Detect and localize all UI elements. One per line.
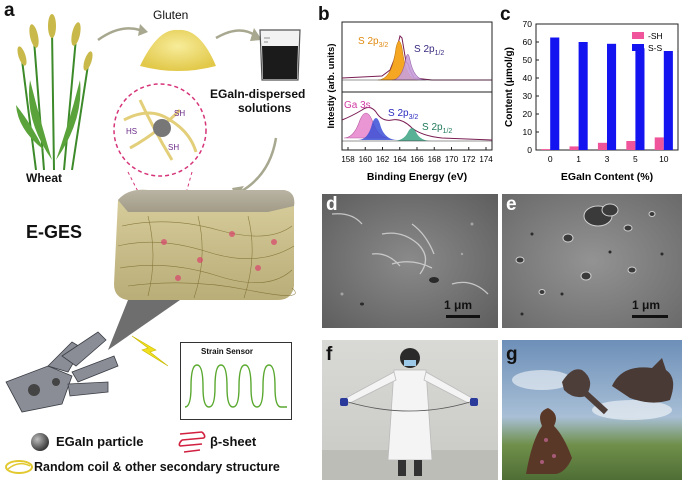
bar-sh	[569, 146, 579, 150]
legend-particle: EGaIn particle	[56, 434, 144, 449]
panel-letter-c: c	[500, 4, 511, 25]
bar-ytick-label: 60	[523, 37, 533, 47]
sem-texture-e	[502, 194, 682, 328]
inset-label-sh-2: SH	[168, 143, 179, 152]
scale-bar-d	[446, 315, 480, 318]
bar-ss	[663, 51, 673, 150]
xps-xlabel: Binding Energy (eV)	[367, 171, 467, 183]
bar-ytick-label: 10	[523, 127, 533, 137]
random-coil-icon	[5, 460, 33, 474]
top-s2p12-label: S 2p1/2	[414, 44, 444, 57]
legend-swatch	[632, 32, 644, 39]
bar-xlabel: EGaIn Content (%)	[561, 171, 653, 183]
sem-texture-d	[322, 194, 498, 328]
bottom-s2p12-label: S 2p1/2	[422, 122, 452, 135]
xps-xtick-label: 172	[462, 155, 476, 164]
scale-bar-e	[632, 315, 668, 318]
bar-ss	[607, 43, 617, 150]
bar-ss	[550, 37, 560, 150]
xps-xtick-label: 168	[428, 155, 442, 164]
inset-label-hs: HS	[126, 127, 137, 136]
molecular-inset: HS SH SH	[113, 83, 207, 177]
bar-ytick-label: 0	[527, 145, 532, 155]
legend-label: -SH	[648, 31, 663, 41]
bar-sh	[597, 142, 607, 150]
legend-coil: Random coil & other secondary structure	[34, 460, 280, 474]
xps-xtick-label: 164	[393, 155, 407, 164]
strain-sensor-box: Strain Sensor	[180, 342, 292, 420]
lightning-icon	[131, 335, 169, 367]
photo-g: g	[502, 340, 682, 480]
bar-xtick-label: 5	[633, 154, 638, 164]
bottom-s2p32-label: S 2p3/2	[388, 108, 418, 121]
sem-image-d: d 1 μm	[322, 194, 498, 328]
wheat-illustration	[16, 14, 93, 170]
solution-label-line2: solutions	[238, 101, 292, 115]
solution-label-line1: EGaIn-dispersed	[210, 87, 306, 101]
bar-ytick-label: 30	[523, 91, 533, 101]
xps-xtick-label: 158	[341, 155, 355, 164]
scale-label-e: 1 μm	[632, 298, 661, 312]
top-s2p32-label: S 2p3/2	[358, 36, 388, 49]
bar-sh	[541, 149, 551, 150]
bar-ytick-label: 70	[523, 20, 533, 29]
bar-xtick-label: 10	[659, 154, 669, 164]
legend-sheet: β-sheet	[210, 434, 257, 449]
strain-sensor-title: Strain Sensor	[201, 347, 254, 356]
beaker-icon	[259, 29, 301, 81]
gluten-shapes-illustration	[512, 358, 674, 474]
sem-image-e: e 1 μm	[502, 194, 682, 328]
bar-ytick-label: 50	[523, 55, 533, 65]
gluten-pile	[140, 29, 216, 71]
legend-label: S-S	[648, 43, 663, 53]
panel-letter-a: a	[4, 0, 15, 21]
bar-sh	[626, 141, 636, 150]
panel-a: a Wheat Gluten	[0, 0, 320, 483]
beta-sheet-icon	[178, 431, 206, 453]
bar-ytick-label: 20	[523, 109, 533, 119]
xps-xtick-label: 162	[376, 155, 390, 164]
xps-xtick-label: 170	[445, 155, 459, 164]
bar-xtick-label: 3	[605, 154, 610, 164]
panel-letter-e: e	[506, 194, 517, 215]
bar-xtick-label: 0	[548, 154, 553, 164]
inset-label-sh-1: SH	[174, 109, 185, 118]
projection-cone	[108, 300, 180, 350]
xps-xtick-label: 174	[479, 155, 493, 164]
panel-letter-b: b	[318, 4, 330, 25]
particle-legend-icon	[31, 433, 49, 451]
panel-letter-g: g	[506, 344, 518, 365]
ga3s-label: Ga 3s	[344, 100, 371, 111]
wheat-label: Wheat	[26, 171, 62, 185]
robot-hand	[5, 331, 119, 413]
xps-xtick-label: 160	[359, 155, 373, 164]
scale-label-d: 1 μm	[444, 298, 473, 312]
bar-ss	[578, 42, 588, 150]
gluten-label: Gluten	[153, 8, 189, 22]
bar-xtick-label: 1	[576, 154, 581, 164]
xps-xticks: 158 160 162 164 166 168 170 172 174	[341, 147, 493, 164]
xps-ylabel: Intestiy (arb. units)	[326, 44, 337, 129]
photo-f: f	[322, 340, 498, 480]
legend-swatch	[632, 44, 644, 51]
panel-letter-d: d	[326, 194, 338, 215]
bar-chart: 0 10 20 30 40 50 60 70 0 1 3 5 10 -SH S-S EGaIn Cont…	[504, 20, 679, 183]
person-illustration	[322, 348, 498, 480]
xps-chart: S 2p3/2 S 2p1/2 Ga 3s S 2p3/2 S 2p1/2 15…	[326, 21, 493, 183]
bar-ss	[635, 48, 645, 150]
bar-ylabel: Content (μmol/g)	[504, 47, 515, 127]
panel-letter-f: f	[326, 344, 333, 365]
egess-block	[114, 189, 296, 300]
xps-xtick-label: 166	[410, 155, 424, 164]
sensor-waveform	[185, 364, 287, 408]
composite-label: E-GES	[26, 222, 83, 242]
bar-ytick-label: 40	[523, 73, 533, 83]
bar-sh	[654, 137, 664, 150]
